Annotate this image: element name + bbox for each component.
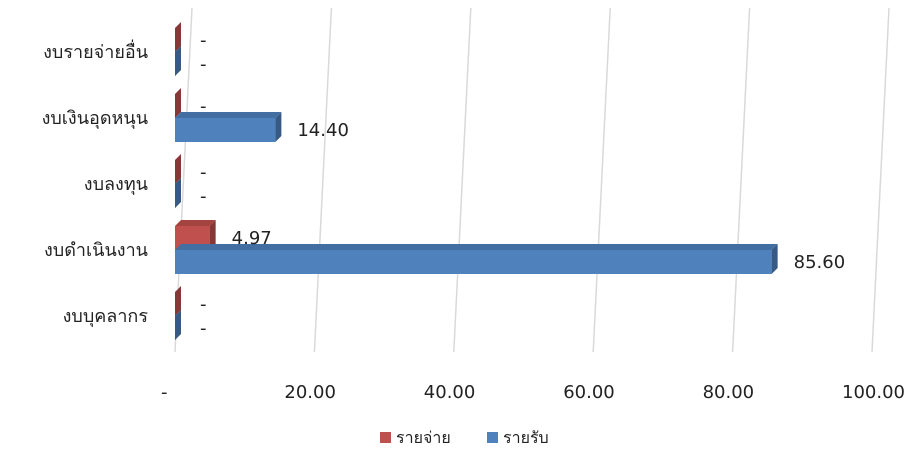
legend-swatch-expense <box>380 432 391 443</box>
gridline <box>453 7 472 353</box>
x-tick-label: 100.00 <box>842 382 905 403</box>
legend-label-expense: รายจ่าย <box>396 428 451 447</box>
gridlines <box>174 7 890 353</box>
legend: รายจ่าย รายรับ <box>380 428 549 447</box>
data-label: - <box>200 162 207 183</box>
data-labels: - - - 14.40 - - 4.97 85.60 - - <box>200 30 845 339</box>
x-tick-label: - <box>161 382 168 403</box>
bar-expense <box>175 88 181 118</box>
gridline <box>731 7 751 353</box>
bar-income <box>175 46 181 76</box>
data-label: - <box>200 30 207 51</box>
gridline <box>871 7 890 353</box>
category-labels: งบรายจ่ายอื่นงบเงินอุดหนุนงบลงทุนงบดำเนิ… <box>42 39 149 327</box>
bar-income <box>175 112 282 142</box>
gridline <box>592 7 611 353</box>
data-label: - <box>200 294 207 315</box>
legend-label-income: รายรับ <box>503 428 549 447</box>
legend-swatch-income <box>487 432 498 443</box>
x-tick-label: 40.00 <box>424 382 476 403</box>
category-label: งบดำเนินงาน <box>44 240 148 261</box>
data-label: 4.97 <box>232 228 272 249</box>
category-label: งบบุคลากร <box>63 306 149 327</box>
bars <box>175 22 778 340</box>
category-label: งบรายจ่ายอื่น <box>43 39 148 63</box>
data-label: 85.60 <box>794 252 846 273</box>
category-label: งบเงินอุดหนุน <box>42 108 148 129</box>
bar-income <box>175 244 778 274</box>
data-label: 14.40 <box>297 120 349 141</box>
gridline <box>313 7 333 353</box>
x-tick-label: 20.00 <box>284 382 336 403</box>
category-label: งบลงทุน <box>84 174 148 195</box>
data-label: - <box>200 318 207 339</box>
bar-expense <box>175 154 181 184</box>
data-label: - <box>200 186 207 207</box>
bar-expense <box>175 286 181 316</box>
data-label: - <box>200 54 207 75</box>
x-tick-label: 60.00 <box>563 382 615 403</box>
bar-income <box>175 178 181 208</box>
x-tick-label: 80.00 <box>703 382 755 403</box>
bar-income <box>175 310 181 340</box>
bar-expense <box>175 22 181 52</box>
data-label: - <box>200 96 207 117</box>
x-axis-tick-labels: - 20.00 40.00 60.00 80.00 100.00 <box>161 382 905 403</box>
